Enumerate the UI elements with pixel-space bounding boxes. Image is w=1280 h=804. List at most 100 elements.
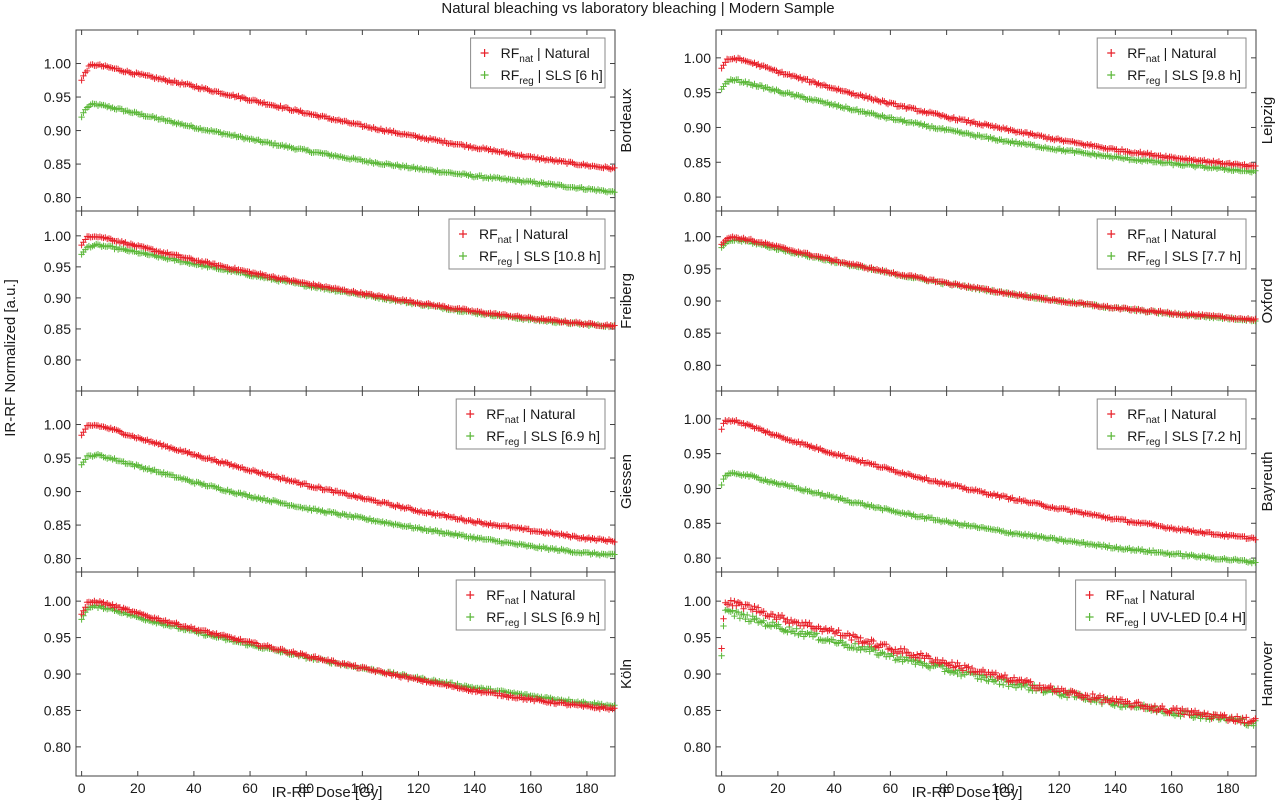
- x-tick-label: 0: [718, 780, 726, 796]
- legend-label-main: RF: [486, 428, 505, 444]
- x-tick-label: 180: [1216, 780, 1240, 796]
- data-points-nat: [78, 233, 618, 330]
- legend-label-subscript: reg: [505, 618, 519, 629]
- y-tick-label: 1.00: [44, 228, 71, 244]
- legend-marker-reg: [1107, 71, 1116, 79]
- legend-label-rest: | Natural: [519, 406, 576, 422]
- legend-label-subscript: reg: [1146, 257, 1160, 268]
- y-tick-label: 0.85: [684, 515, 711, 531]
- legend-label-main: RF: [486, 406, 505, 422]
- legend-label-main: RF: [1127, 67, 1146, 83]
- y-tick-label: 0.90: [684, 666, 711, 682]
- legend-label-nat: RFnat | Natural: [1106, 587, 1195, 607]
- series-reg: [718, 76, 1259, 176]
- legend-label-rest: | Natural: [1138, 587, 1195, 603]
- x-tick-label: 80: [298, 780, 314, 796]
- legend-label-nat: RFnat | Natural: [486, 406, 575, 426]
- legend-marker-reg: [459, 252, 467, 260]
- legend-marker-reg: [480, 71, 489, 79]
- data-points-reg: [78, 451, 618, 559]
- x-tick-label: 0: [78, 780, 86, 796]
- legend-label-main: RF: [501, 45, 520, 61]
- y-tick-label: 1.00: [684, 229, 711, 245]
- y-tick-label: 1.00: [44, 593, 71, 609]
- legend-label-rest: | UV-LED [0.4 H]: [1139, 609, 1246, 625]
- legend-label-main: RF: [479, 226, 498, 242]
- x-tick-label: 100: [991, 780, 1015, 796]
- x-tick-label: 160: [519, 780, 543, 796]
- legend-label-subscript: reg: [498, 257, 512, 268]
- x-axis-label-right: IR-RF Dose [Gy]: [912, 784, 1023, 801]
- legend-label-rest: | SLS [6 h]: [534, 67, 603, 83]
- legend-label-main: RF: [1127, 45, 1146, 61]
- legend-marker-reg: [1085, 613, 1094, 621]
- legend-label-rest: | SLS [6.9 h]: [519, 428, 600, 444]
- legend-label-nat: RFnat | Natural: [479, 226, 568, 246]
- panel-bayreuth: 0.80 0.85 0.90 0.95 1.00 Bayreuth RFnat | Natu…: [684, 390, 1276, 573]
- legend-label-main: RF: [1127, 406, 1146, 422]
- site-label: Bayreuth: [1259, 451, 1276, 511]
- legend-label-main: RF: [479, 248, 498, 264]
- y-tick-label: 0.80: [44, 739, 71, 755]
- legend-marker-nat: [1107, 230, 1116, 238]
- legend-label-subscript: nat: [519, 54, 533, 65]
- y-tick-label: 0.90: [44, 123, 71, 139]
- y-tick-label: 0.85: [44, 321, 71, 337]
- data-points-nat: [718, 597, 1259, 727]
- legend-label-subscript: nat: [505, 415, 519, 426]
- legend-label-rest: | SLS [7.2 h]: [1160, 428, 1241, 444]
- legend-label-subscript: nat: [1146, 235, 1160, 246]
- legend-label-main: RF: [486, 587, 505, 603]
- legend-label-rest: | Natural: [1160, 406, 1217, 422]
- y-tick-label: 0.90: [44, 484, 71, 500]
- data-points-nat: [78, 61, 618, 173]
- series-nat: [78, 597, 618, 713]
- legend-label-nat: RFnat | Natural: [486, 587, 575, 607]
- legend-box: [1096, 398, 1247, 450]
- y-tick-label: 1.00: [684, 50, 711, 66]
- legend-label-subscript: reg: [505, 437, 519, 448]
- data-points-reg: [718, 76, 1259, 176]
- figure-title: Natural bleaching vs laboratory bleachin…: [441, 0, 834, 17]
- legend-marker-nat: [466, 410, 475, 418]
- y-tick-label: 0.80: [44, 352, 71, 368]
- x-tick-label: 80: [939, 780, 955, 796]
- x-tick-label: 40: [826, 780, 842, 796]
- y-tick-label: 0.90: [44, 666, 71, 682]
- legend-label-subscript: reg: [1146, 437, 1160, 448]
- y-tick-label: 0.95: [44, 259, 71, 275]
- legend-label-rest: | SLS [9.8 h]: [1160, 67, 1241, 83]
- x-tick-label: 100: [351, 780, 375, 796]
- legend-label-subscript: nat: [1124, 596, 1138, 607]
- y-tick-label: 0.85: [684, 702, 711, 718]
- y-tick-label: 0.85: [684, 325, 711, 341]
- series-reg: [78, 451, 618, 559]
- legend-marker-reg: [466, 432, 475, 440]
- series-nat: [78, 61, 618, 173]
- series-nat: [718, 417, 1259, 543]
- site-label: Köln: [618, 659, 635, 689]
- data-points-nat: [718, 233, 1259, 324]
- y-tick-label: 0.95: [684, 446, 711, 462]
- x-tick-label: 120: [1047, 780, 1071, 796]
- series-nat: [78, 233, 618, 330]
- y-tick-label: 1.00: [684, 593, 711, 609]
- legend-label-nat: RFnat | Natural: [1127, 226, 1216, 246]
- legend-label-rest: | Natural: [533, 45, 590, 61]
- legend-label-subscript: reg: [1124, 618, 1138, 629]
- legend-label-rest: | SLS [7.7 h]: [1160, 248, 1241, 264]
- legend-box: [1096, 218, 1247, 270]
- data-points-reg: [78, 100, 618, 196]
- legend-label-reg: RFreg | SLS [7.2 h]: [1127, 428, 1241, 448]
- x-axis-label-left: IR-RF Dose [Gy]: [272, 784, 383, 801]
- series-nat: [78, 421, 618, 546]
- legend-label-reg: RFreg | SLS [10.8 h]: [479, 248, 601, 268]
- legend-label-reg: RFreg | SLS [6.9 h]: [486, 609, 600, 629]
- y-tick-label: 0.90: [684, 119, 711, 135]
- x-tick-label: 60: [242, 780, 258, 796]
